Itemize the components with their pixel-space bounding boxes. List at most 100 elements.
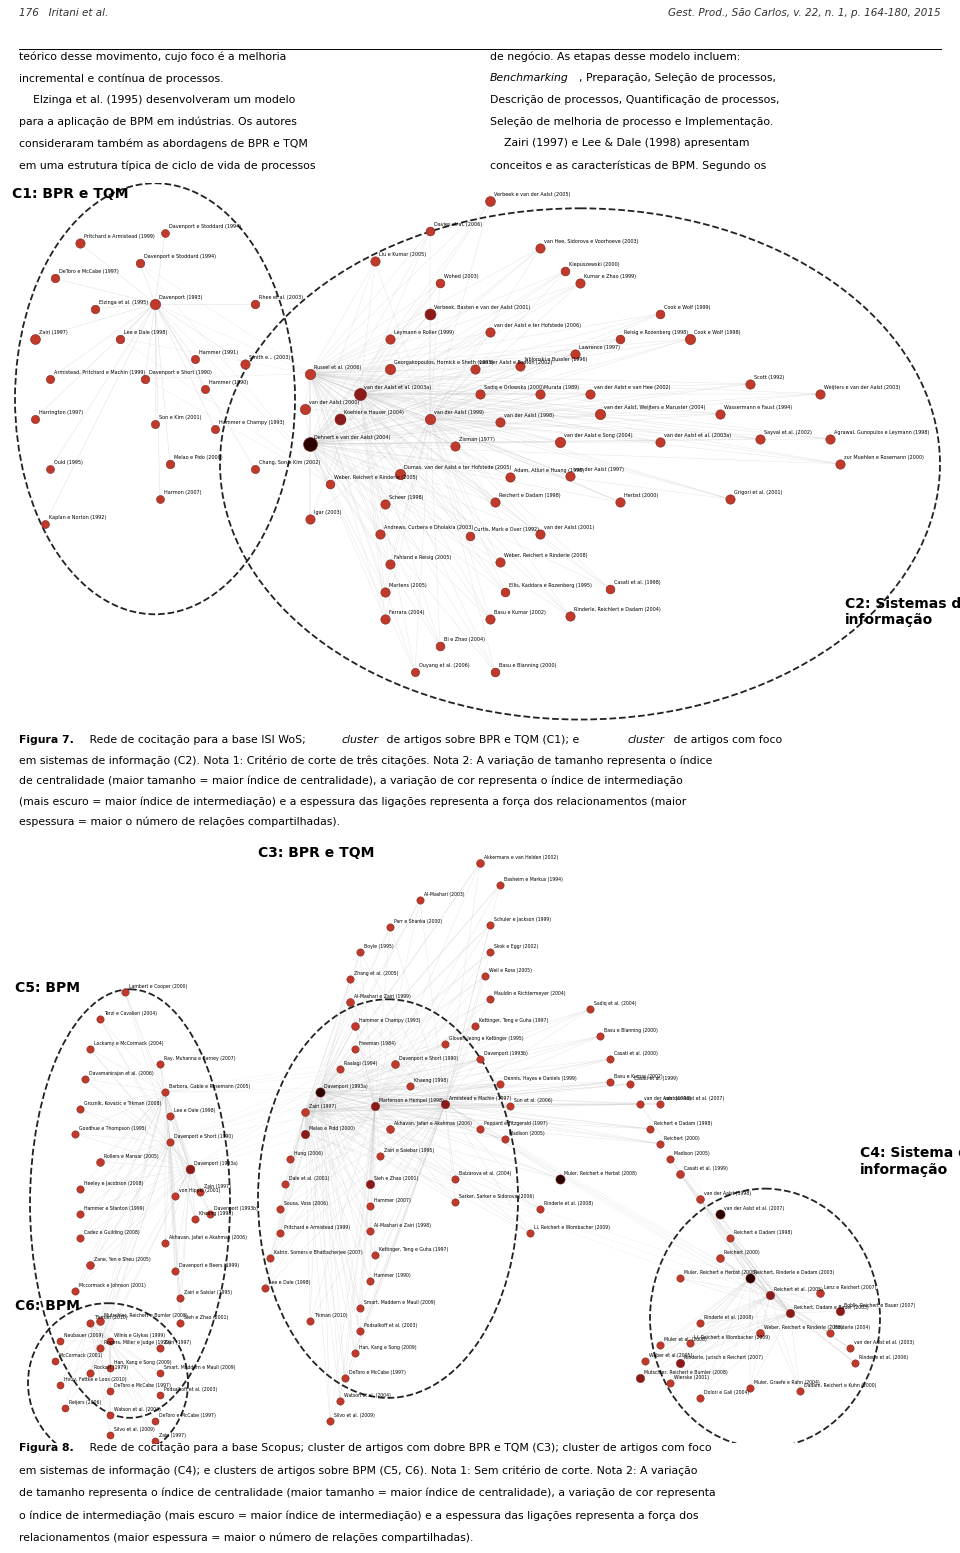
Text: Al-Mashari e Zairi (1999): Al-Mashari e Zairi (1999): [354, 994, 411, 999]
Text: Weber, Reichert e Rinderle (2008): Weber, Reichert e Rinderle (2008): [504, 553, 588, 558]
Point: [387, 1051, 402, 1076]
Text: em uma estrutura típica de ciclo de vida de processos: em uma estrutura típica de ciclo de vida…: [19, 160, 316, 171]
Text: Sadiq et al. (2004): Sadiq et al. (2004): [594, 1002, 636, 1006]
Point: [153, 486, 168, 511]
Text: Scheer (1998): Scheer (1998): [389, 495, 423, 500]
Point: [382, 551, 397, 576]
Text: Podsalkoff et al. (2003): Podsalkoff et al. (2003): [164, 1387, 217, 1391]
Point: [153, 1336, 168, 1360]
Point: [83, 1360, 98, 1385]
Point: [742, 1376, 757, 1401]
Text: Heeley e Jacobson (2008): Heeley e Jacobson (2008): [84, 1180, 143, 1185]
Point: [207, 416, 223, 441]
Text: Pritchard e Armistead (1999): Pritchard e Armistead (1999): [284, 1225, 350, 1230]
Text: Madison (2005): Madison (2005): [509, 1131, 544, 1135]
Text: Raalagi (1994): Raalagi (1994): [344, 1061, 377, 1065]
Text: Reichert (2000): Reichert (2000): [664, 1135, 700, 1141]
Point: [653, 1332, 668, 1357]
Text: Sadiq e Orlowska (2000): Sadiq e Orlowska (2000): [484, 385, 544, 390]
Point: [672, 1162, 687, 1186]
Point: [147, 290, 162, 315]
Point: [472, 382, 488, 407]
Text: Reichert e Dadam (1998): Reichert e Dadam (1998): [654, 1121, 712, 1126]
Text: Goodhue e Thompson (1995): Goodhue e Thompson (1995): [79, 1126, 147, 1131]
Point: [753, 427, 768, 452]
Text: Lawrence (1997): Lawrence (1997): [579, 345, 620, 349]
Text: van der Aalst et al. (2003): van der Aalst et al. (2003): [854, 1340, 914, 1345]
Point: [552, 1166, 567, 1191]
Point: [488, 660, 503, 685]
Text: Martens (2005): Martens (2005): [389, 584, 427, 589]
Text: Chang, Son e Kim (2002): Chang, Son e Kim (2002): [259, 460, 321, 464]
Point: [612, 489, 628, 514]
Text: Houy, Fettke e Loos (2010): Houy, Fettke e Loos (2010): [64, 1378, 127, 1382]
Text: Grigori et al. (2001): Grigori et al. (2001): [734, 491, 782, 495]
Text: Liu e Kumar (2005): Liu e Kumar (2005): [379, 253, 426, 258]
Text: Lee e Dale (1998): Lee e Dale (1998): [269, 1280, 310, 1286]
Text: Sun et al. (2006): Sun et al. (2006): [514, 1098, 553, 1103]
Point: [372, 522, 388, 547]
Point: [583, 382, 598, 407]
Point: [352, 1295, 368, 1320]
Point: [712, 401, 728, 426]
Point: [147, 1409, 162, 1433]
Text: Kumar e Zhao (1999): Kumar e Zhao (1999): [584, 275, 636, 280]
Text: 176   Iritani et al.: 176 Iritani et al.: [19, 8, 108, 17]
Text: Gest. Prod., São Carlos, v. 22, n. 1, p. 164-180, 2015: Gest. Prod., São Carlos, v. 22, n. 1, p.…: [668, 8, 941, 17]
Text: Sarker, Sarker e Sidorova (2006): Sarker, Sarker e Sidorova (2006): [459, 1194, 535, 1199]
Text: Han, Kang e Song (2009): Han, Kang e Song (2009): [359, 1345, 417, 1350]
Point: [492, 550, 508, 575]
Text: Descrição de processos, Quantificação de processos,: Descrição de processos, Quantificação de…: [490, 95, 780, 104]
Text: Curtis, Mark e Over (1992): Curtis, Mark e Over (1992): [474, 526, 539, 533]
Text: Jablonski e Bussler (1996): Jablonski e Bussler (1996): [524, 357, 588, 362]
Point: [463, 523, 478, 548]
Text: Davenport e Short (1990): Davenport e Short (1990): [149, 370, 212, 374]
Point: [683, 1331, 698, 1356]
Point: [52, 1373, 67, 1398]
Point: [78, 1067, 93, 1092]
Text: van der Aalst (1998): van der Aalst (1998): [644, 1096, 691, 1101]
Text: van der Aalst et al. (2003a): van der Aalst et al. (2003a): [664, 433, 732, 438]
Text: Weber, Reichert e Rinderle (2005): Weber, Reichert e Rinderle (2005): [334, 475, 418, 480]
Text: Hammer (1991): Hammer (1991): [199, 349, 238, 354]
Text: Li, Reichert e Wombacher (2009): Li, Reichert e Wombacher (2009): [694, 1336, 770, 1340]
Text: van der Aalst e van Hee (2002): van der Aalst e van Hee (2002): [594, 385, 670, 390]
Text: Lee e Dale (1998): Lee e Dale (1998): [124, 329, 167, 334]
Point: [67, 1278, 83, 1303]
Point: [497, 1126, 513, 1151]
Text: Davenport e Stoddard (1994): Davenport e Stoddard (1994): [169, 224, 241, 230]
Point: [497, 579, 513, 604]
Point: [558, 259, 573, 284]
Point: [722, 1225, 737, 1250]
Text: Mutschler, Reichert e Bumler (2008): Mutschler, Reichert e Bumler (2008): [644, 1370, 728, 1374]
Point: [432, 634, 447, 658]
Text: Basu e Blanning (2000): Basu e Blanning (2000): [499, 663, 557, 668]
Text: Muler, Reichert e Herbst (2008): Muler, Reichert e Herbst (2008): [684, 1270, 756, 1275]
Text: Rinderle et al. (2008): Rinderle et al. (2008): [704, 1315, 754, 1320]
Text: Armistead e Machin (1997): Armistead e Machin (1997): [449, 1096, 512, 1101]
Point: [147, 1429, 162, 1454]
Point: [422, 407, 438, 432]
Point: [298, 1121, 313, 1146]
Point: [92, 1006, 108, 1031]
Text: C5: BPM: C5: BPM: [15, 981, 80, 995]
Text: van der Aalst (1997): van der Aalst (1997): [574, 467, 624, 472]
Text: Leymann e Roller (1999): Leymann e Roller (1999): [394, 329, 454, 334]
Text: Elzinga et al. (1995): Elzinga et al. (1995): [99, 300, 148, 304]
Point: [492, 1072, 508, 1096]
Point: [482, 986, 497, 1011]
Text: Trkman (2010): Trkman (2010): [94, 1315, 128, 1320]
Point: [72, 1176, 87, 1200]
Point: [153, 1382, 168, 1407]
Text: Davenport (1993a): Davenport (1993a): [324, 1084, 368, 1089]
Point: [377, 607, 393, 632]
Point: [203, 1200, 218, 1225]
Point: [592, 401, 608, 426]
Point: [72, 231, 87, 256]
Text: Basu e Kumar (2002): Basu e Kumar (2002): [614, 1075, 662, 1079]
Point: [248, 457, 263, 481]
Text: Wassermann e Faust (1994): Wassermann e Faust (1994): [724, 405, 792, 410]
Text: Akhavan, Jafari e Akahmas (2006): Akhavan, Jafari e Akahmas (2006): [169, 1236, 247, 1241]
Text: Li, Reichert e Wombacher (2009): Li, Reichert e Wombacher (2009): [534, 1225, 610, 1230]
Text: C4: Sistema de
informação: C4: Sistema de informação: [860, 1146, 960, 1177]
